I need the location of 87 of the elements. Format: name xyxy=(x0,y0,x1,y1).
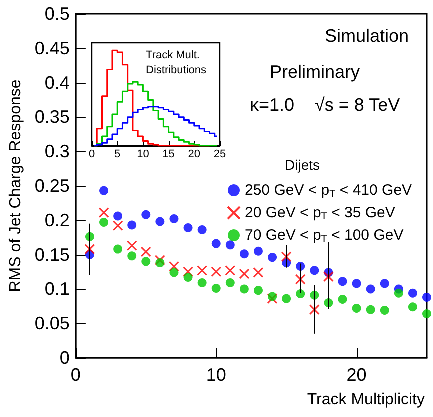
point xyxy=(239,268,250,280)
point xyxy=(268,292,278,302)
point xyxy=(170,214,179,224)
point xyxy=(198,226,207,235)
point xyxy=(226,240,235,250)
point xyxy=(240,284,249,294)
point xyxy=(338,277,348,286)
point xyxy=(240,250,249,259)
point xyxy=(212,239,221,248)
point xyxy=(184,273,193,282)
point xyxy=(84,244,96,255)
point xyxy=(211,266,222,278)
annotation: √s = 8 TeV xyxy=(315,95,400,115)
point xyxy=(212,284,221,294)
point xyxy=(253,267,264,278)
x-tick-label: 0 xyxy=(88,148,96,160)
x-tick-label: 20 xyxy=(188,148,201,160)
x-tick-label: 20 xyxy=(346,365,367,385)
point xyxy=(268,253,278,262)
point xyxy=(168,261,180,272)
point xyxy=(338,295,348,304)
point xyxy=(296,290,306,299)
point xyxy=(100,218,109,227)
point xyxy=(142,210,151,220)
point xyxy=(226,278,235,288)
point xyxy=(254,286,263,296)
point xyxy=(366,284,376,294)
point xyxy=(408,288,418,298)
point xyxy=(114,212,123,221)
point xyxy=(281,252,292,262)
y-tick-label: 0.1 xyxy=(44,279,70,300)
point xyxy=(154,255,166,266)
point xyxy=(100,186,109,196)
point xyxy=(394,288,404,298)
point xyxy=(170,268,179,278)
point xyxy=(142,257,151,266)
x-tick-label: 5 xyxy=(114,148,121,160)
y-tick-label: 0.25 xyxy=(34,176,70,196)
annotation: Preliminary xyxy=(270,62,360,82)
point xyxy=(323,272,334,282)
point xyxy=(184,223,193,232)
annotation: Simulation xyxy=(325,26,410,46)
annotation: κ=1.0 xyxy=(250,95,295,115)
point xyxy=(422,309,432,318)
text: Track Mult. Distributions xyxy=(146,50,208,76)
point xyxy=(140,246,152,258)
y-axis-title: RMS of Jet Charge Response xyxy=(8,80,24,292)
point xyxy=(128,220,137,230)
y-tick-label: 0.5 xyxy=(44,4,70,24)
point xyxy=(98,208,110,218)
y-tick-label: 0.05 xyxy=(34,314,70,334)
y-tick-label: 0.4 xyxy=(44,72,70,93)
point xyxy=(197,265,208,276)
legend-title: Dijets xyxy=(285,157,320,173)
y-tick-label: 0.35 xyxy=(34,107,70,128)
point xyxy=(282,294,292,304)
point xyxy=(126,240,138,252)
x-tick-label: 15 xyxy=(162,148,175,160)
point xyxy=(254,246,263,256)
point xyxy=(295,274,306,285)
point xyxy=(352,279,362,288)
point xyxy=(267,294,278,304)
point xyxy=(183,266,194,278)
x-axis-title: Track Multiplicity xyxy=(307,392,425,408)
point xyxy=(156,258,165,268)
point xyxy=(114,244,123,254)
point xyxy=(422,292,432,302)
point xyxy=(366,305,376,314)
point xyxy=(198,278,207,288)
y-tick-label: 0.3 xyxy=(44,142,70,162)
point xyxy=(352,304,362,313)
point xyxy=(408,302,418,312)
y-tick-label: 0.2 xyxy=(44,210,70,230)
point xyxy=(112,220,124,232)
point xyxy=(310,266,320,276)
point xyxy=(380,279,390,288)
point xyxy=(225,265,236,276)
y-tick-label: 0.45 xyxy=(34,38,70,58)
point xyxy=(128,252,137,261)
point xyxy=(380,306,390,316)
point xyxy=(156,217,165,226)
x-tick-label: 10 xyxy=(137,148,150,160)
y-tick-label: 0 xyxy=(60,348,70,368)
x-tick-label: 25 xyxy=(214,148,226,160)
x-tick-label: 10 xyxy=(206,365,226,385)
point xyxy=(309,304,320,316)
y-tick-label: 0.15 xyxy=(34,244,70,265)
